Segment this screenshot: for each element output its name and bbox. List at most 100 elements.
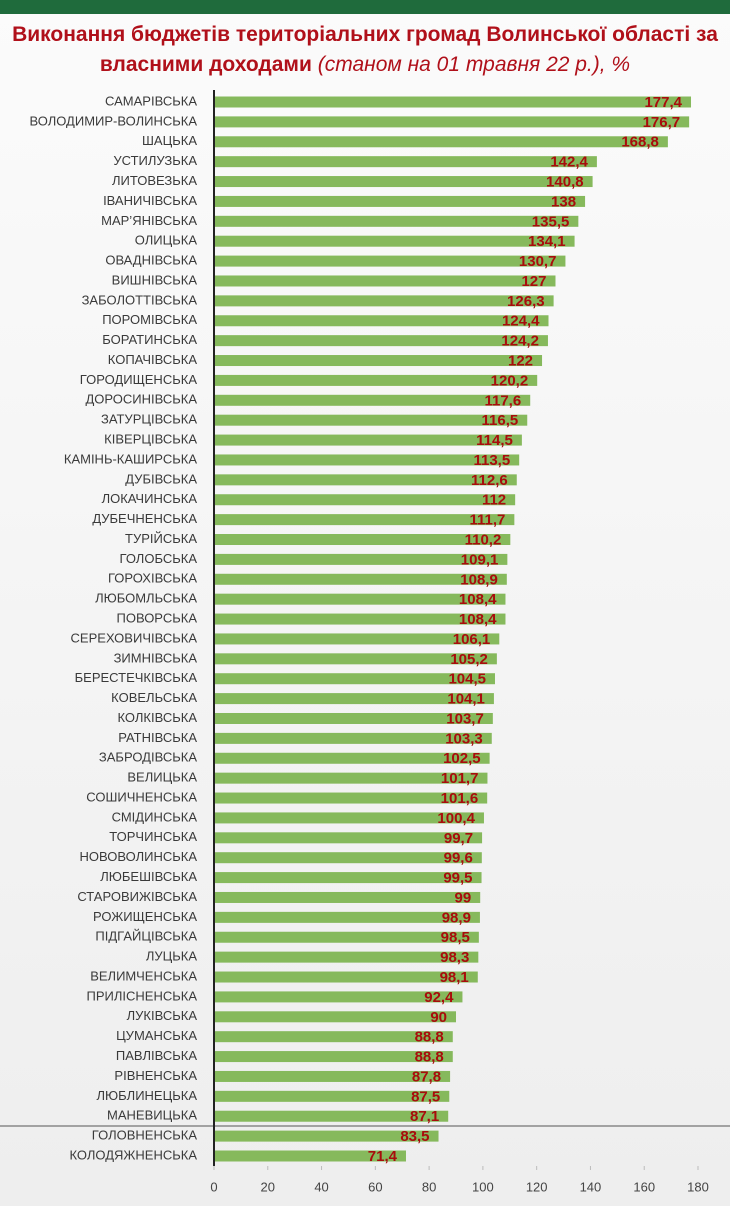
bar bbox=[214, 673, 495, 685]
value-label: 117,6 bbox=[484, 392, 521, 409]
value-label: 83,5 bbox=[400, 1128, 429, 1145]
bar bbox=[214, 1070, 451, 1082]
header: Виконання бюджетів територіальних громад… bbox=[10, 20, 720, 80]
bar bbox=[214, 852, 482, 864]
y-tick-label: ЗАТУРЦІВСЬКА bbox=[101, 412, 197, 427]
bar bbox=[214, 772, 488, 784]
bar bbox=[214, 434, 522, 446]
bar bbox=[214, 315, 549, 327]
bar bbox=[214, 633, 500, 645]
bar bbox=[214, 832, 483, 844]
y-tick-label: ВОЛОДИМИР-ВОЛИНСЬКА bbox=[29, 113, 197, 128]
bar bbox=[214, 96, 692, 108]
x-tick-label: 140 bbox=[580, 1179, 602, 1194]
value-label: 101,6 bbox=[441, 790, 479, 807]
bar bbox=[214, 534, 511, 546]
value-label: 124,2 bbox=[501, 333, 539, 350]
value-label: 140,8 bbox=[546, 174, 584, 191]
chart-subtitle: (станом на 01 травня 22 р.), % bbox=[317, 53, 631, 76]
bar bbox=[214, 255, 566, 267]
value-label: 87,1 bbox=[410, 1108, 439, 1125]
y-tick-label: ЛУЦЬКА bbox=[146, 949, 198, 964]
bar bbox=[214, 872, 482, 884]
x-tick-label: 80 bbox=[422, 1179, 436, 1194]
y-tick-label: ГОЛОВНЕНСЬКА bbox=[92, 1128, 198, 1143]
y-tick-label: ВЕЛИМЧЕНСЬКА bbox=[90, 968, 197, 983]
value-label: 71,4 bbox=[368, 1148, 398, 1165]
bar bbox=[214, 414, 528, 426]
bar bbox=[214, 235, 575, 247]
bar bbox=[214, 951, 479, 963]
y-tick-label: ОВАДНІВСЬКА bbox=[105, 253, 197, 268]
y-tick-label: ВЕЛИЦЬКА bbox=[127, 770, 197, 785]
y-tick-label: КОЛКІВСЬКА bbox=[117, 710, 197, 725]
y-tick-label: ПОВОРСЬКА bbox=[117, 610, 198, 625]
y-tick-label: ПРИЛІСНЕНСЬКА bbox=[87, 988, 198, 1003]
value-label: 112 bbox=[482, 492, 506, 509]
y-tick-label: ДУБІВСЬКА bbox=[125, 471, 197, 486]
value-label: 104,1 bbox=[447, 691, 485, 708]
y-tick-label: КОВЕЛЬСЬКА bbox=[111, 690, 197, 705]
value-label: 99,6 bbox=[444, 850, 473, 867]
bar bbox=[214, 335, 548, 347]
y-tick-label: СТАРОВИЖІВСЬКА bbox=[77, 889, 197, 904]
value-label: 100,4 bbox=[437, 810, 475, 827]
value-label: 177,4 bbox=[644, 94, 682, 111]
bar bbox=[214, 971, 478, 983]
bar bbox=[214, 1130, 439, 1142]
bar bbox=[214, 1110, 449, 1122]
value-label: 108,4 bbox=[459, 611, 497, 628]
bar bbox=[214, 752, 490, 764]
value-label: 112,6 bbox=[471, 472, 508, 489]
value-label: 99,7 bbox=[444, 830, 473, 847]
bar bbox=[214, 553, 508, 565]
value-label: 105,2 bbox=[450, 651, 488, 668]
y-tick-label: ЗАБРОДІВСЬКА bbox=[99, 750, 197, 765]
bar bbox=[214, 156, 597, 168]
y-tick-label: ЛИТОВЕЗЬКА bbox=[112, 173, 197, 188]
bar bbox=[214, 911, 480, 923]
y-tick-label: УСТИЛУЗЬКА bbox=[113, 153, 197, 168]
value-label: 102,5 bbox=[443, 750, 481, 767]
y-tick-label: КАМІНЬ-КАШИРСЬКА bbox=[64, 451, 197, 466]
value-label: 176,7 bbox=[643, 114, 681, 131]
value-label: 88,8 bbox=[415, 1029, 444, 1046]
bar bbox=[214, 195, 586, 207]
bar bbox=[214, 593, 506, 605]
value-label: 130,7 bbox=[519, 253, 557, 270]
value-label: 120,2 bbox=[491, 372, 529, 389]
value-label: 124,4 bbox=[502, 313, 540, 330]
bar bbox=[214, 275, 556, 287]
y-tick-label: РОЖИЩЕНСЬКА bbox=[93, 909, 197, 924]
value-label: 103,3 bbox=[445, 730, 483, 747]
bar bbox=[214, 494, 516, 506]
y-tick-label: ІВАНИЧІВСЬКА bbox=[103, 193, 197, 208]
bar bbox=[214, 1090, 450, 1102]
value-label: 108,4 bbox=[459, 591, 497, 608]
y-tick-label: ЛЮБОМЛЬСЬКА bbox=[95, 591, 197, 606]
x-tick-label: 160 bbox=[633, 1179, 655, 1194]
chart-title: Виконання бюджетів територіальних громад… bbox=[12, 23, 718, 76]
value-label: 103,7 bbox=[446, 710, 484, 727]
value-label: 116,5 bbox=[482, 412, 519, 429]
x-tick-label: 120 bbox=[526, 1179, 548, 1194]
bar bbox=[214, 454, 520, 466]
value-label: 88,8 bbox=[415, 1049, 444, 1066]
y-tick-label: ДУБЕЧНЕНСЬКА bbox=[92, 511, 197, 526]
y-tick-label: РІВНЕНСЬКА bbox=[114, 1068, 197, 1083]
value-label: 98,9 bbox=[442, 909, 471, 926]
y-tick-label: СОШИЧНЕНСЬКА bbox=[86, 789, 197, 804]
bar bbox=[214, 712, 493, 724]
value-label: 168,8 bbox=[621, 134, 659, 151]
bar bbox=[214, 991, 463, 1003]
bar bbox=[214, 1051, 453, 1063]
y-tick-label: КОПАЧІВСЬКА bbox=[108, 352, 198, 367]
value-label: 142,4 bbox=[550, 154, 588, 171]
value-label: 92,4 bbox=[424, 989, 454, 1006]
value-label: 90 bbox=[430, 1009, 447, 1026]
bar bbox=[214, 931, 479, 943]
y-tick-label: ГОРОДИЩЕНСЬКА bbox=[80, 372, 198, 387]
y-tick-label: БЕРЕСТЕЧКІВСЬКА bbox=[75, 670, 198, 685]
value-label: 98,5 bbox=[441, 929, 470, 946]
